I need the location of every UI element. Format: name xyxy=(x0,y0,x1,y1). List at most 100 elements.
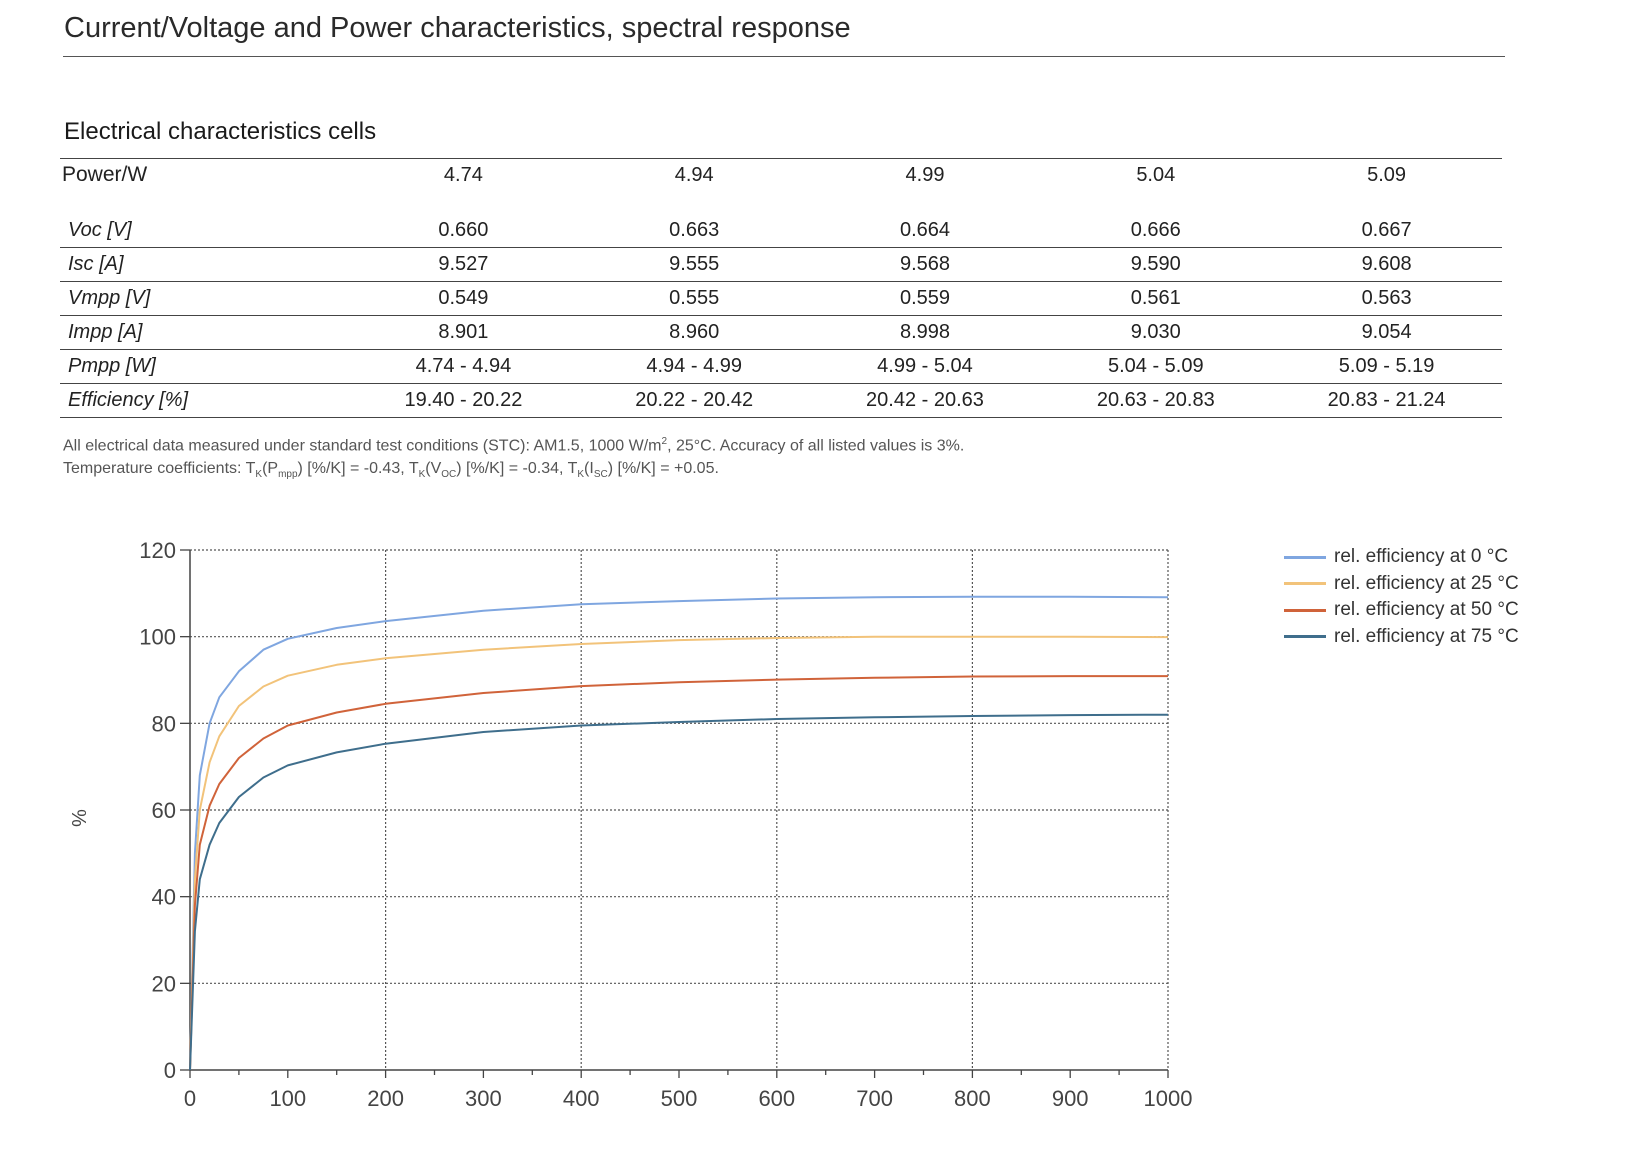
cell-value: 20.63 - 20.83 xyxy=(1040,383,1272,418)
legend-label: rel. efficiency at 0 °C xyxy=(1334,546,1509,568)
cell-value: 0.667 xyxy=(1271,214,1502,248)
tc-sub: K xyxy=(418,469,426,481)
row-label: Pmpp [W] xyxy=(60,349,348,384)
cell-value: 9.054 xyxy=(1271,315,1502,350)
x-tick-label: 900 xyxy=(1052,1086,1089,1111)
table-row-pmpp: Pmpp [W] 4.74 - 4.94 4.94 - 4.99 4.99 - … xyxy=(60,349,1502,384)
table-row-voc: Voc [V] 0.660 0.663 0.664 0.666 0.667 xyxy=(60,214,1502,248)
power-value: 4.99 xyxy=(809,158,1041,191)
stc-note-prefix: All electrical data measured under stand… xyxy=(63,437,662,455)
tc-sub: K xyxy=(255,469,263,481)
cell-value: 9.555 xyxy=(578,247,810,282)
electrical-characteristics-table: Power/W 4.74 4.94 4.99 5.04 5.09 Voc [V]… xyxy=(60,158,1502,418)
y-tick-label: 60 xyxy=(152,798,176,823)
legend-swatch xyxy=(1284,635,1326,639)
tc-text: Temperature coefficients: T xyxy=(63,460,256,477)
legend-label: rel. efficiency at 75 °C xyxy=(1334,625,1519,647)
table-spacer xyxy=(60,191,1502,214)
y-axis-label: % xyxy=(67,809,89,827)
y-tick-label: 40 xyxy=(152,885,176,910)
table-row-impp: Impp [A] 8.901 8.960 8.998 9.030 9.054 xyxy=(60,315,1502,350)
row-label: Impp [A] xyxy=(60,315,348,350)
title-divider xyxy=(63,56,1505,57)
legend-label: rel. efficiency at 25 °C xyxy=(1334,572,1519,594)
y-tick-label: 120 xyxy=(139,538,176,563)
tc-sub: mpp xyxy=(278,469,298,481)
cell-value: 8.901 xyxy=(348,315,579,350)
cell-value: 20.83 - 21.24 xyxy=(1271,383,1502,418)
power-value: 5.04 xyxy=(1040,158,1272,191)
table-row-isc: Isc [A] 9.527 9.555 9.568 9.590 9.608 xyxy=(60,247,1502,282)
tc-sub: OC xyxy=(441,469,457,481)
legend-item: rel. efficiency at 50 °C xyxy=(1284,597,1519,624)
x-tick-label: 1000 xyxy=(1144,1086,1193,1111)
cell-value: 0.561 xyxy=(1040,281,1272,316)
stc-note-sup: 2 xyxy=(661,436,668,447)
cell-value: 9.568 xyxy=(809,247,1041,282)
x-tick-label: 800 xyxy=(954,1086,991,1111)
cell-value: 0.555 xyxy=(578,281,810,316)
cell-value: 0.666 xyxy=(1040,214,1272,248)
power-label: Power/W xyxy=(60,158,348,191)
tc-sub: K xyxy=(577,469,585,481)
series-line xyxy=(189,675,1168,1071)
legend-label: rel. efficiency at 50 °C xyxy=(1334,599,1519,621)
row-label: Vmpp [V] xyxy=(60,281,348,316)
y-tick-label: 20 xyxy=(152,971,176,996)
series-line xyxy=(189,635,1169,1071)
tc-text: ) [%/K] = -0.43, T xyxy=(297,460,419,477)
row-label: Efficiency [%] xyxy=(60,383,348,418)
y-tick-label: 0 xyxy=(164,1058,176,1083)
cell-value: 8.960 xyxy=(578,315,810,350)
cell-value: 4.74 - 4.94 xyxy=(348,349,579,384)
legend-swatch xyxy=(1284,608,1326,612)
cell-value: 0.660 xyxy=(348,214,579,248)
tc-text: ) [%/K] = +0.05. xyxy=(607,460,719,477)
cell-value: 4.99 - 5.04 xyxy=(809,349,1041,384)
cell-value: 0.559 xyxy=(809,281,1041,316)
legend-swatch xyxy=(1284,582,1326,586)
y-tick-label: 100 xyxy=(139,625,176,650)
cell-value: 9.030 xyxy=(1040,315,1272,350)
cell-value: 9.608 xyxy=(1271,247,1502,282)
cell-value: 4.94 - 4.99 xyxy=(578,349,810,384)
cell-value: 9.590 xyxy=(1040,247,1272,282)
tc-text: (I xyxy=(584,460,594,477)
series-line xyxy=(189,595,1169,1071)
x-tick-label: 700 xyxy=(856,1086,893,1111)
cell-value: 0.664 xyxy=(809,214,1041,248)
x-tick-label: 600 xyxy=(758,1086,795,1111)
power-row: Power/W 4.74 4.94 4.99 5.04 5.09 xyxy=(60,158,1502,191)
cell-value: 20.22 - 20.42 xyxy=(578,383,810,418)
legend-item: rel. efficiency at 75 °C xyxy=(1284,624,1519,651)
tc-text: (V xyxy=(425,460,442,477)
stc-note: All electrical data measured under stand… xyxy=(63,436,964,455)
x-tick-label: 100 xyxy=(269,1086,306,1111)
stc-note-suffix: , 25°C. Accuracy of all listed values is… xyxy=(667,437,965,455)
table-row-efficiency: Efficiency [%] 19.40 - 20.22 20.22 - 20.… xyxy=(60,383,1502,418)
legend-item: rel. efficiency at 25 °C xyxy=(1284,571,1519,598)
cell-value: 0.663 xyxy=(578,214,810,248)
x-tick-label: 300 xyxy=(465,1086,502,1111)
power-value: 4.74 xyxy=(348,158,579,191)
cell-value: 20.42 - 20.63 xyxy=(809,383,1041,418)
x-tick-label: 400 xyxy=(563,1086,600,1111)
row-label: Voc [V] xyxy=(60,214,348,248)
row-label: Isc [A] xyxy=(60,247,348,282)
table-row-vmpp: Vmpp [V] 0.549 0.555 0.559 0.561 0.563 xyxy=(60,281,1502,316)
table-title: Electrical characteristics cells xyxy=(64,118,377,145)
legend-item: rel. efficiency at 0 °C xyxy=(1284,544,1519,571)
tc-text: ) [%/K] = -0.34, T xyxy=(456,460,578,477)
chart-legend: rel. efficiency at 0 °C rel. efficiency … xyxy=(1284,544,1519,650)
cell-value: 9.527 xyxy=(348,247,579,282)
y-tick-label: 80 xyxy=(152,711,176,736)
tc-sub: SC xyxy=(593,469,608,481)
power-value: 5.09 xyxy=(1271,158,1502,191)
cell-value: 0.563 xyxy=(1271,281,1502,316)
temperature-coefficients-note: Temperature coefficients: TK(Pmpp) [%/K]… xyxy=(63,460,719,480)
x-tick-label: 0 xyxy=(184,1086,196,1111)
series-line xyxy=(189,713,1169,1071)
x-tick-label: 200 xyxy=(367,1086,404,1111)
x-tick-label: 500 xyxy=(661,1086,698,1111)
relative-efficiency-chart: 0 100 200 300 400 500 600 700 800 900 1000 0 20 40 60 8… xyxy=(67,538,1193,1111)
